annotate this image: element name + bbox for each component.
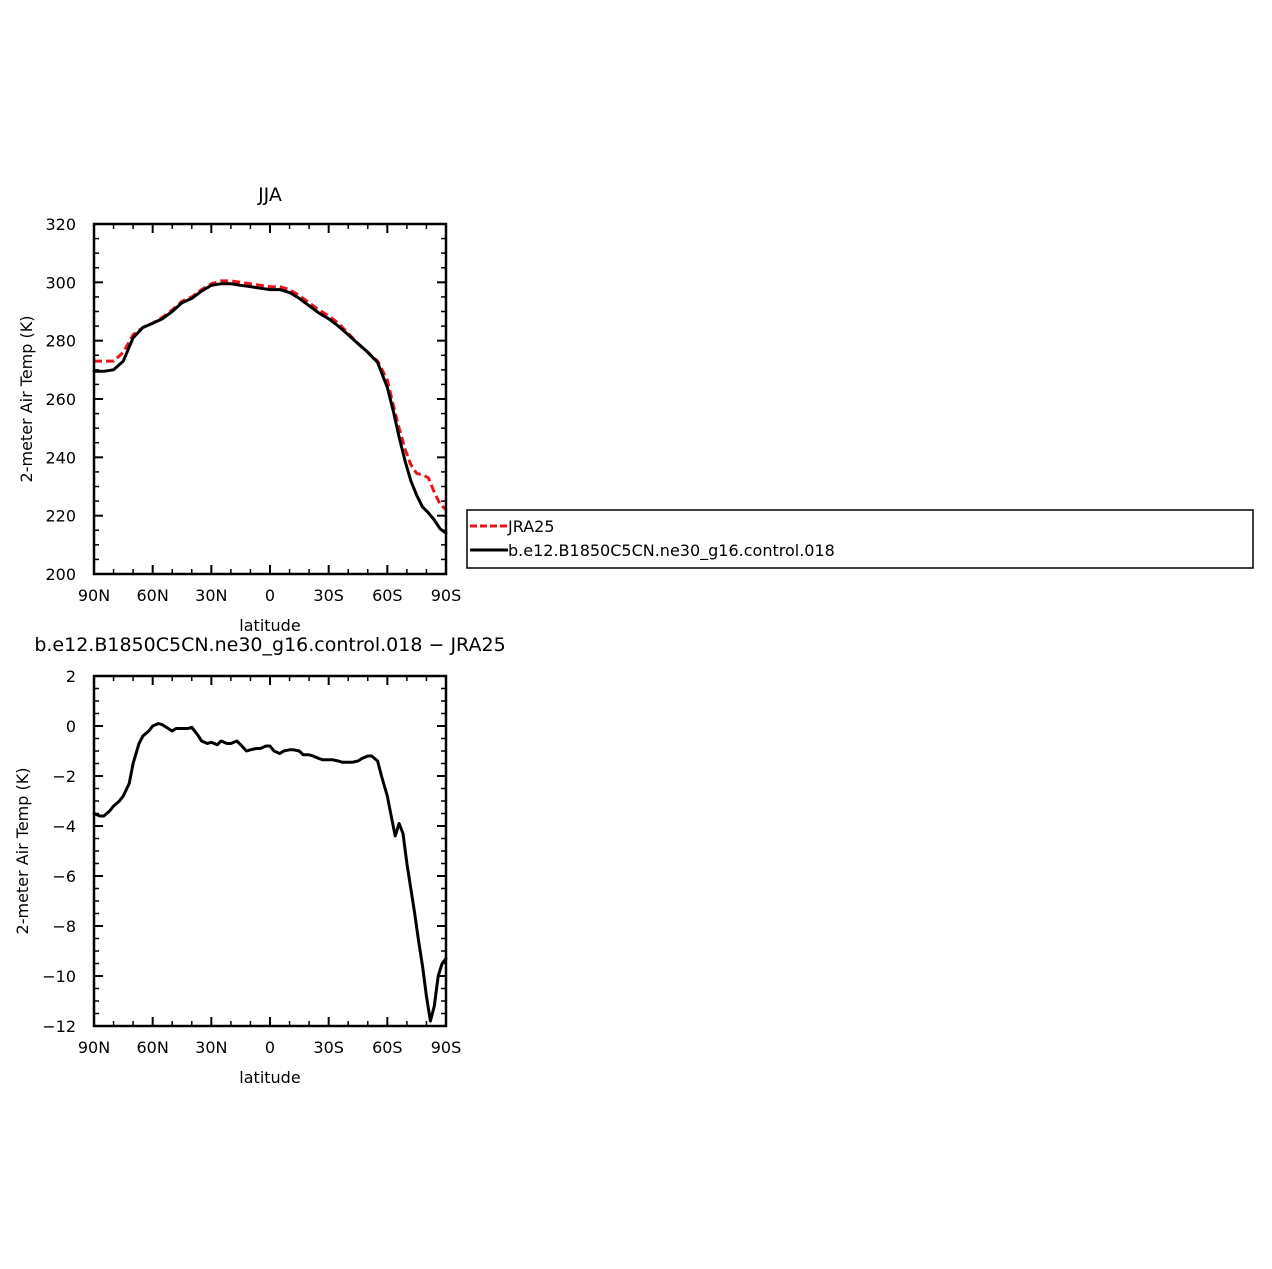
bottom-panel-ticks: 90N 60N 30N 0 30S 60S 90S −12 −10 −8 −6 −4 −2 0 2	[42, 667, 461, 1057]
top-y-axis-label: 2-meter Air Temp (K)	[17, 316, 36, 483]
top-plot-frame	[92, 222, 448, 576]
bottom-y-tick-label: −4	[52, 817, 76, 836]
bottom-x-tick-label: 90N	[78, 1038, 110, 1057]
bottom-y-tick-label: −8	[52, 917, 76, 936]
top-x-tick-label: 30S	[313, 586, 344, 605]
top-x-tick-label: 0	[265, 586, 275, 605]
legend-label-model: b.e12.B1850C5CN.ne30_g16.control.018	[508, 541, 835, 561]
top-panel: JJA 90N 60N 30N 0 30S 60S 90S 200 220 240 260 280 30…	[17, 184, 1254, 635]
bottom-x-tick-label: 60N	[137, 1038, 169, 1057]
top-y-tick-label: 320	[45, 215, 76, 234]
bottom-x-tick-label: 30N	[195, 1038, 227, 1057]
top-x-tick-label: 60S	[372, 586, 403, 605]
top-series-line-0	[94, 279, 448, 511]
top-y-tick-label: 220	[45, 507, 76, 526]
bottom-y-tick-label: −6	[52, 867, 76, 886]
bottom-y-tick-label: −2	[52, 767, 76, 786]
bottom-x-tick-label: 0	[265, 1038, 275, 1057]
bottom-plot-frame	[92, 674, 448, 1028]
top-x-tick-label: 30N	[195, 586, 227, 605]
bottom-y-tick-label: −10	[42, 967, 76, 986]
top-y-tick-label: 200	[45, 565, 76, 584]
top-y-tick-label: 240	[45, 448, 76, 467]
bottom-series-line-0	[92, 722, 448, 1023]
bottom-panel-title: b.e12.B1850C5CN.ne30_g16.control.018 − J…	[34, 634, 505, 656]
bottom-panel: b.e12.B1850C5CN.ne30_g16.control.018 − J…	[13, 634, 506, 1087]
top-x-axis-label: latitude	[239, 616, 300, 635]
top-x-tick-label: 90N	[78, 586, 110, 605]
top-y-tick-label: 280	[45, 332, 76, 351]
top-panel-title: JJA	[257, 184, 282, 206]
bottom-y-tick-label: 0	[66, 717, 76, 736]
legend-label-jra25: JRA25	[507, 517, 555, 536]
top-x-tick-label: 90S	[431, 586, 462, 605]
bottom-panel-series	[92, 722, 448, 1023]
bottom-y-tick-label: −12	[42, 1017, 76, 1036]
top-y-tick-label: 260	[45, 390, 76, 409]
top-series-line-1	[92, 282, 448, 535]
top-y-tick-label: 300	[45, 273, 76, 292]
bottom-x-axis-label: latitude	[239, 1068, 300, 1087]
top-x-tick-label: 60N	[137, 586, 169, 605]
bottom-x-tick-label: 30S	[313, 1038, 344, 1057]
bottom-x-tick-label: 90S	[431, 1038, 462, 1057]
bottom-y-tick-label: 2	[66, 667, 76, 686]
bottom-y-axis-label: 2-meter Air Temp (K)	[13, 768, 32, 935]
top-legend: JRA25 b.e12.B1850C5CN.ne30_g16.control.0…	[466, 509, 1254, 569]
top-panel-series	[92, 279, 448, 535]
top-panel-ticks: 90N 60N 30N 0 30S 60S 90S 200 220 240 260 280 300 320	[45, 215, 461, 605]
bottom-x-tick-label: 60S	[372, 1038, 403, 1057]
legend-box	[466, 509, 1254, 569]
